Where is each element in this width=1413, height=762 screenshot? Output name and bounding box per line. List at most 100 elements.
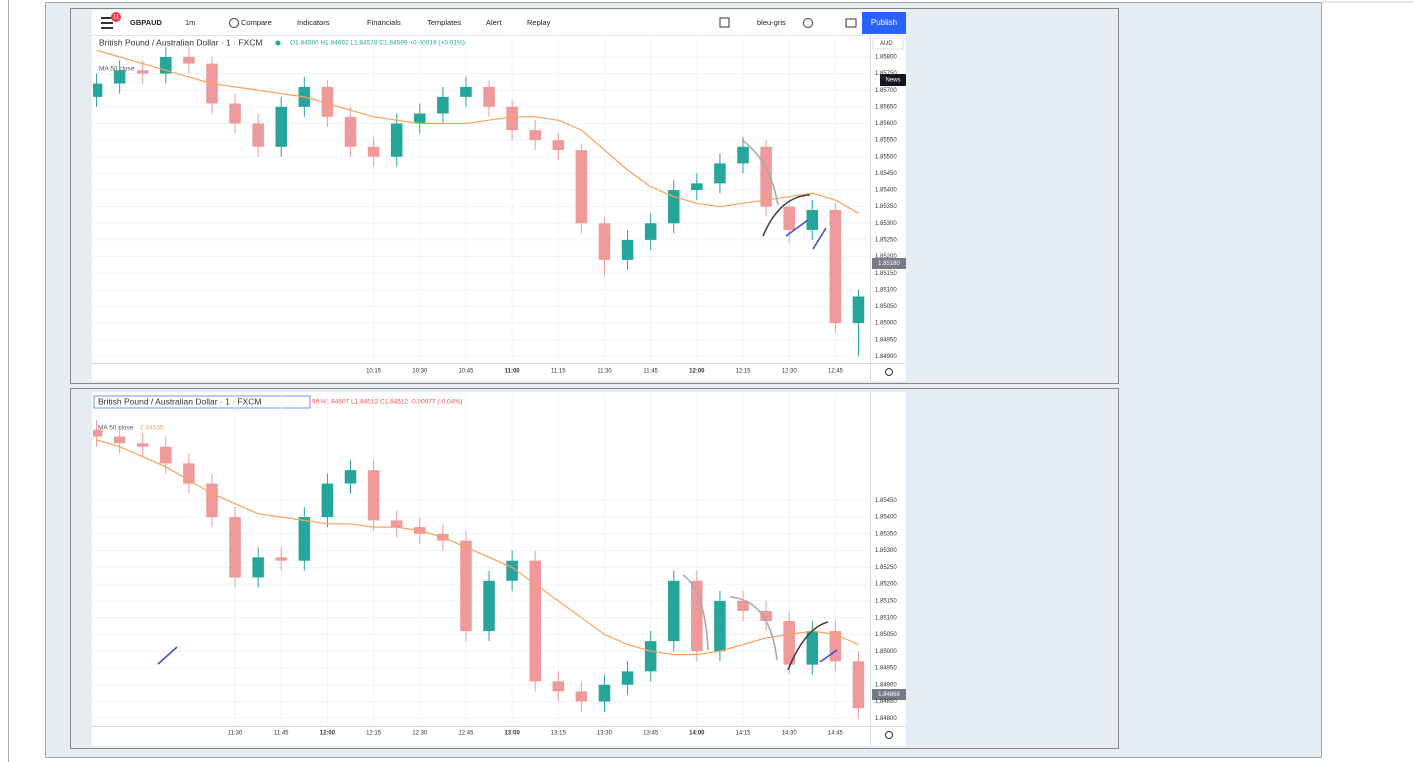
news: News [885, 78, 900, 84]
interval[interactable]: 1m [185, 18, 195, 27]
candle-body [367, 146, 380, 157]
financials[interactable]: Financials [367, 18, 401, 27]
candle-body [691, 580, 703, 652]
candle-body [598, 684, 611, 702]
chart-panel [92, 392, 906, 746]
plot [93, 37, 870, 363]
x-tick-label: 12:30 [412, 731, 428, 737]
menu-icon [101, 22, 113, 24]
candle-body [460, 86, 472, 97]
layout-name[interactable]: bleu-gris [757, 18, 786, 27]
candle-body [160, 56, 172, 74]
x-tick-label: 11:30 [597, 369, 612, 375]
symbol[interactable]: GBPAUD [130, 18, 163, 27]
candle-body [667, 190, 680, 224]
candle-body [390, 123, 403, 157]
candle-body [183, 463, 195, 484]
candle-body [529, 560, 541, 682]
last-price-tag [872, 258, 906, 269]
y-tick-label: 1.85300 [875, 221, 897, 227]
publish-button[interactable] [862, 12, 906, 34]
candle-body [136, 443, 149, 447]
candle-body [621, 239, 634, 260]
x-tick-label: 11:30 [228, 731, 243, 737]
candle-body [737, 600, 749, 611]
candle-body [691, 183, 703, 191]
y-tick-label: 1.85500 [875, 154, 897, 160]
arc-drawing [741, 139, 779, 206]
menu-icon [101, 27, 113, 29]
y-tick-label: 1.85750 [875, 71, 897, 77]
x-tick-label: 13:00 [504, 731, 520, 737]
x-tick-label: 12:15 [736, 369, 752, 375]
currency-box[interactable] [872, 37, 904, 50]
x-tick-label: 10:15 [366, 369, 382, 375]
templates[interactable]: Templates [427, 18, 461, 27]
candle-body [113, 436, 126, 444]
ma-line [96, 439, 859, 656]
chart-title: British Pound / Australian Dollar · 1 · … [98, 396, 261, 406]
candle-body [275, 106, 288, 147]
arc-drawing [762, 194, 811, 237]
candle-body [852, 661, 865, 709]
ma-line [96, 49, 859, 214]
arc-drawing [682, 574, 709, 651]
axis-settings[interactable] [885, 731, 893, 739]
legend-box[interactable] [93, 395, 311, 409]
compare[interactable]: Compare [241, 18, 272, 27]
x-tick-label: 14:45 [828, 731, 844, 737]
candle-body [667, 580, 680, 642]
x-tick-label: 11:00 [505, 369, 521, 375]
candle-body [806, 209, 819, 230]
plot [93, 393, 870, 725]
checkbox[interactable] [719, 17, 730, 28]
candle-body [783, 621, 795, 665]
candle-body [598, 223, 611, 260]
y-tick-label: 1.85200 [875, 254, 897, 260]
snapshot-icon[interactable] [845, 18, 857, 28]
y-tick-label: 1.85000 [875, 321, 897, 327]
last-price: 1.85180 [878, 261, 900, 267]
candle-body [829, 631, 842, 662]
candle-body [275, 557, 288, 561]
x-tick-label: 14:00 [689, 731, 705, 737]
candle-body [136, 70, 149, 74]
axis-settings[interactable] [885, 368, 893, 376]
candle-body [252, 123, 264, 147]
y-tick-label: 1.85250 [875, 237, 897, 243]
toolbar: 11 GBPAUD 1m Compare Indicators Financia… [101, 12, 906, 34]
news-tag[interactable] [880, 74, 906, 86]
x-tick-label: 13:30 [597, 731, 613, 737]
legend-value: 1.84535 [140, 425, 164, 432]
x-tick-label: 13:45 [643, 731, 659, 737]
replay[interactable]: Replay [527, 18, 551, 27]
y-tick-label: 1.85550 [875, 138, 897, 144]
x-tick-label: 10:45 [458, 369, 474, 375]
y-tick-label: 1.84900 [875, 354, 897, 360]
arc-drawing [787, 621, 829, 671]
trend-line [812, 227, 827, 250]
y-tick-label: 1.85300 [875, 548, 897, 554]
settings-icon[interactable] [803, 18, 813, 28]
y-tick-label: 1.85000 [875, 649, 897, 655]
candle-body [206, 483, 218, 518]
x-tick-label: 11:15 [551, 369, 566, 375]
x-tick-label: 12:45 [458, 731, 474, 737]
indicators[interactable]: Indicators [297, 18, 330, 27]
candle-body [852, 296, 865, 324]
candle-body [321, 483, 334, 518]
candle-body [644, 641, 657, 672]
y-tick-label: 1.84950 [875, 666, 897, 672]
menu-icon[interactable] [101, 17, 113, 19]
candle-body [552, 681, 565, 692]
alert[interactable]: Alert [486, 18, 502, 27]
candle-body [552, 140, 565, 151]
y-tick-label: 1.85250 [875, 565, 897, 571]
x-tick-label: 12:00 [689, 369, 705, 375]
trend-line [157, 646, 178, 665]
candle-body [506, 106, 518, 131]
candle-body [252, 557, 264, 578]
arc-drawing [729, 596, 778, 661]
last-price-tag [872, 689, 906, 700]
candle-body [93, 83, 103, 97]
